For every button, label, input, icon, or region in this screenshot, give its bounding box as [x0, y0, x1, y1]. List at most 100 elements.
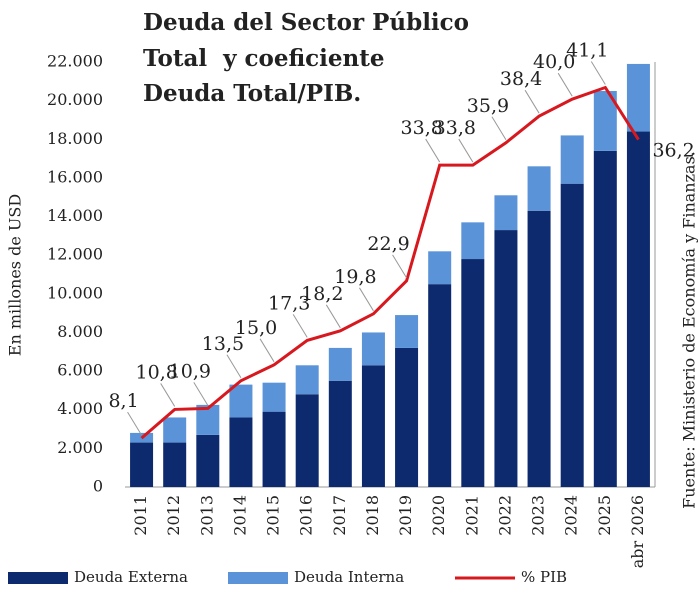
data-label: 41,1	[566, 40, 608, 62]
data-label: 15,0	[235, 317, 277, 339]
bar	[593, 90, 617, 151]
chart-title: Total y coeficiente	[143, 45, 385, 72]
bar	[395, 315, 419, 348]
x-tick-label: 2023	[529, 495, 548, 536]
x-tick-label: 2024	[562, 495, 581, 536]
chart-title: Deuda Total/PIB.	[143, 80, 361, 107]
y-tick-label: 2.000	[57, 438, 103, 457]
leader-line	[458, 138, 474, 163]
leader-line	[259, 338, 275, 363]
legend-swatch	[8, 572, 68, 584]
data-label: 38,4	[500, 68, 542, 90]
leader-line	[524, 89, 540, 114]
data-label: 33,8	[401, 117, 443, 139]
x-tick-label: 2014	[230, 495, 249, 536]
data-label: 35,9	[467, 95, 509, 117]
x-tick-label: 2025	[595, 495, 614, 536]
y-tick-label: 20.000	[47, 90, 103, 109]
leader-line	[160, 383, 176, 407]
y-tick-label: 6.000	[57, 361, 103, 380]
x-tick-label: 2017	[330, 495, 349, 536]
leader-line	[292, 314, 308, 338]
bar	[494, 195, 518, 231]
bar	[328, 380, 352, 487]
leader-line	[226, 354, 242, 379]
y-tick-label: 4.000	[57, 399, 103, 418]
legend-label: Deuda Interna	[294, 568, 404, 586]
bar	[229, 384, 253, 418]
data-label: 33,8	[434, 117, 476, 139]
data-label: 22,9	[367, 233, 409, 255]
y-tick-label: 18.000	[47, 129, 103, 148]
x-tick-label: 2018	[363, 495, 382, 536]
bar	[295, 394, 319, 487]
bar	[196, 404, 220, 435]
bar	[196, 434, 220, 487]
x-tick-label: 2021	[462, 495, 481, 536]
data-label: 19,8	[334, 266, 376, 288]
data-label: 17,3	[268, 292, 310, 314]
y-tick-label: 0	[93, 477, 103, 496]
bar	[262, 411, 286, 487]
legend-swatch	[228, 572, 288, 584]
data-label: 10,9	[169, 360, 211, 382]
bar	[428, 251, 452, 285]
chart-title: Deuda del Sector Público	[143, 9, 469, 36]
bar	[494, 230, 518, 487]
y-tick-label: 14.000	[47, 206, 103, 225]
data-label: 13,5	[202, 333, 244, 355]
x-tick-label: abr 2026	[628, 495, 647, 568]
y-tick-label: 22.000	[47, 52, 103, 71]
x-tick-label: 2011	[131, 495, 150, 536]
bar	[626, 63, 650, 132]
bar	[461, 259, 485, 487]
data-label: 8,1	[108, 390, 138, 412]
y-tick-label: 10.000	[47, 283, 103, 302]
bar	[361, 332, 385, 366]
leader-line	[127, 411, 142, 436]
leader-line	[392, 254, 407, 279]
legend-label: Deuda Externa	[74, 568, 188, 586]
leader-line	[193, 382, 209, 406]
bar	[328, 347, 352, 381]
y-axis-label: En millones de USD	[6, 194, 25, 356]
x-tick-label: 2015	[264, 495, 283, 536]
bar	[395, 347, 419, 487]
x-tick-label: 2016	[297, 495, 316, 536]
bar	[461, 222, 485, 260]
bar	[626, 131, 650, 487]
x-tick-label: 2022	[495, 495, 514, 536]
bar	[527, 166, 551, 211]
source: Fuente: Ministerio de Economía y Finanza…	[680, 151, 699, 509]
data-label: 18,2	[301, 283, 343, 305]
bar	[295, 365, 319, 395]
leader-line	[325, 304, 341, 329]
leader-line	[491, 116, 507, 141]
x-tick-label: 2012	[164, 495, 183, 536]
bar	[262, 382, 286, 412]
bar	[361, 365, 385, 487]
bar	[163, 417, 187, 443]
bar	[527, 210, 551, 487]
data-label: 10,8	[136, 361, 178, 383]
bar	[593, 150, 617, 487]
data-label: 40,0	[533, 51, 575, 73]
leader-line	[590, 61, 606, 85]
leader-line	[557, 72, 573, 97]
bar	[560, 135, 584, 184]
bar	[130, 442, 154, 487]
y-tick-label: 16.000	[47, 167, 103, 186]
bar	[229, 417, 253, 487]
bar	[163, 442, 187, 487]
leader-line	[359, 287, 374, 312]
legend-label: % PIB	[521, 568, 567, 586]
bar	[560, 183, 584, 488]
leader-line	[425, 138, 441, 163]
data-label: 36,2	[652, 140, 694, 162]
x-tick-label: 2013	[197, 495, 216, 536]
y-tick-label: 8.000	[57, 322, 103, 341]
y-tick-label: 12.000	[47, 245, 103, 264]
x-tick-label: 2020	[429, 495, 448, 536]
x-tick-label: 2019	[396, 495, 415, 536]
